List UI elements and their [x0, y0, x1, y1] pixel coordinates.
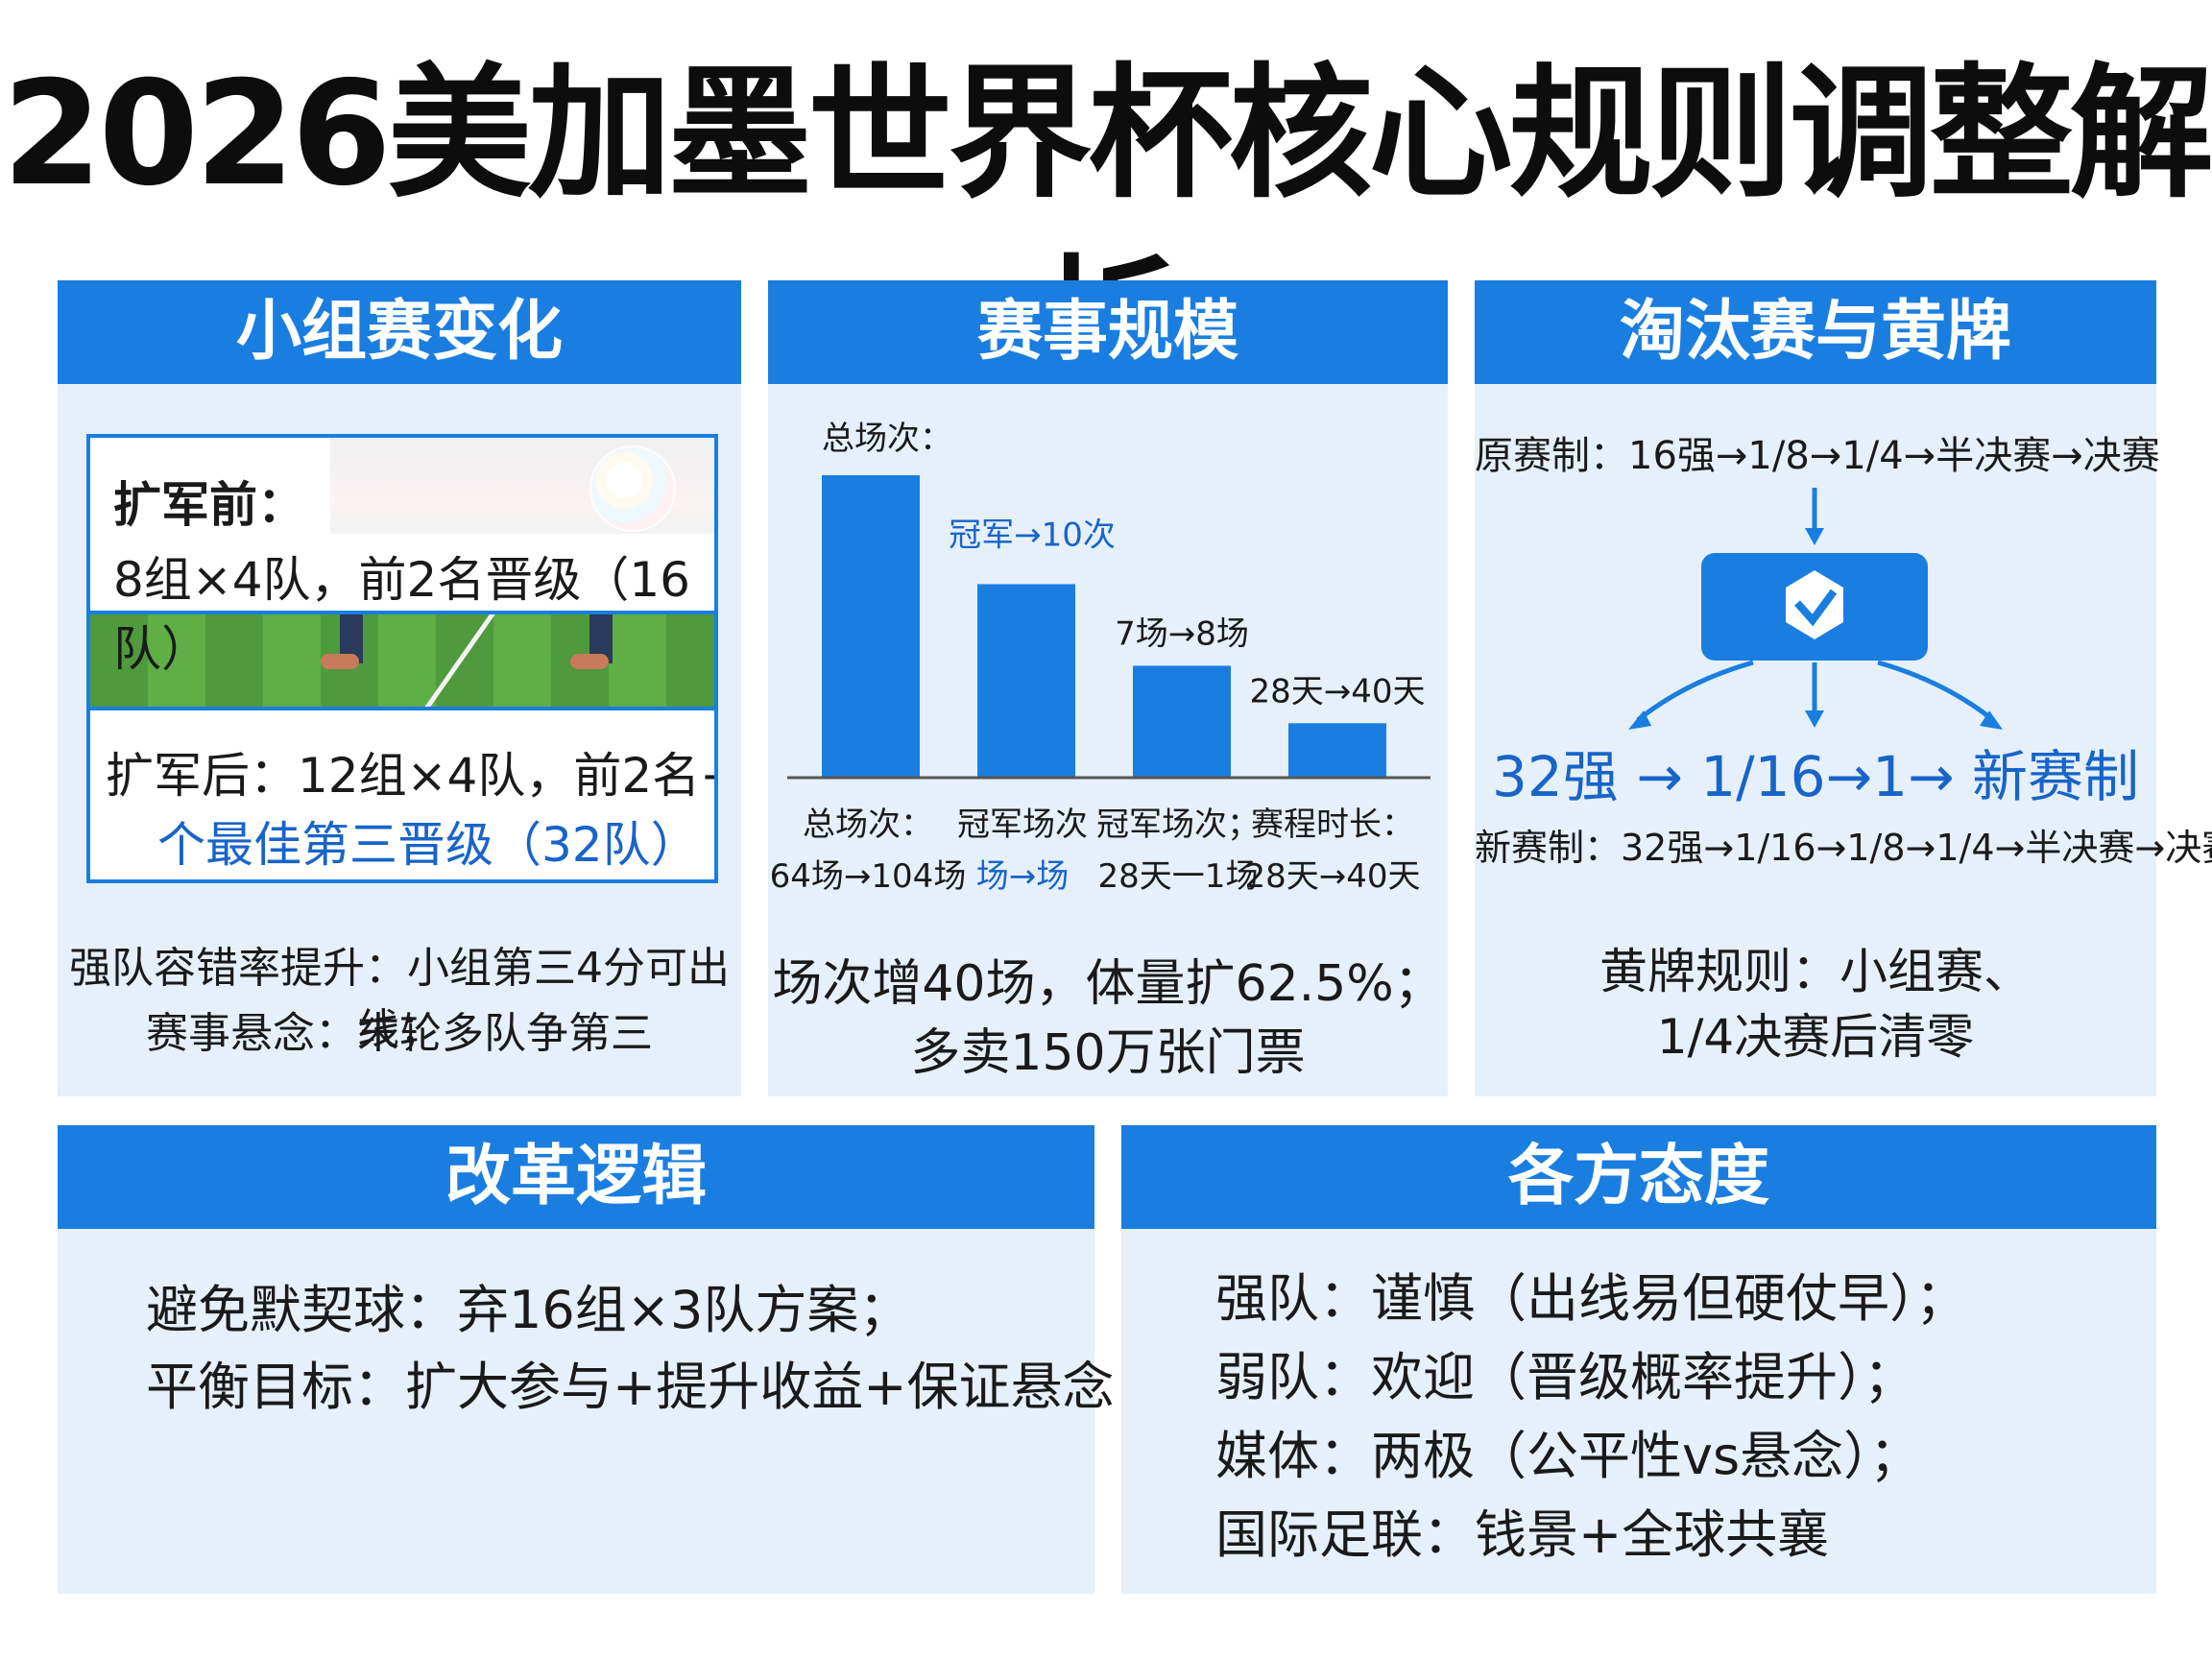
group-note-line1: 强队容错率提升：小组第三4分可出线；: [69, 944, 730, 1054]
cube-check-icon: [1786, 570, 1843, 639]
new-format-highlight: 32强 → 1/16→1→ 新赛制: [1491, 744, 2140, 809]
after-text-line2: 个最佳第三晋级（32队）: [157, 806, 699, 876]
bar-label-3: 7场→8场: [1115, 614, 1249, 653]
arrow-mid-head: [1805, 710, 1824, 728]
x-label-top-4: 赛程时长：: [1251, 805, 1414, 844]
knockout-flow-diagram: [1628, 488, 2003, 730]
knockout-panel: 淘汰赛与黄牌 原赛制：16强→1/8→1/4→半决赛→决赛 32强 → 1/16…: [1475, 280, 2212, 1096]
arrow-right-line: [1877, 660, 1995, 722]
bar-label-4: 28天→40天: [1249, 672, 1425, 710]
group-stage-panel: 小组赛变化 扩军前： 8组×4队，前2名晋级（16队） 扩军后：12组×4队，前…: [58, 280, 741, 1096]
group-note-line2: 赛事悬念：末轮多队争第三: [146, 1009, 653, 1058]
arrow-left-head: [1628, 710, 1651, 730]
x-label-top-3: 冠军场次；: [1096, 805, 1260, 844]
old-format-text: 原赛制：16强→1/8→1/4→半决赛→决赛: [1475, 434, 2160, 478]
after-text-line1: 扩军后：12组×4队，前2名+8: [106, 748, 718, 804]
group-stage-heading: 小组赛变化: [58, 280, 741, 384]
x-label-bottom-4: 28天→40天: [1244, 857, 1420, 896]
attitude-item-4: 国际足联：钱景+全球共襄: [1215, 1504, 1830, 1565]
scale-panel: 赛事规模 总场次： 冠军→10次 7场→8场 28天→40天 总场次： 64场→104场冠…: [768, 280, 1448, 1096]
arrow-right-head: [1980, 710, 2003, 730]
scale-heading: 赛事规模: [768, 280, 1448, 384]
before-text: 8组×4队，前2名晋级（16队）: [113, 552, 690, 677]
x-label-top-2: 冠军场次: [957, 805, 1088, 844]
knockout-heading: 淘汰赛与黄牌: [1475, 280, 2156, 384]
bar-2: [977, 584, 1075, 778]
attitudes-heading: 各方态度: [1121, 1125, 2156, 1229]
stadium-photo: 扩军前： 8组×4队，前2名晋级（16队） 扩军后：12组×4队，前2名+8 个…: [86, 434, 718, 883]
bar-1: [822, 475, 920, 778]
arrow-left-line: [1636, 660, 1754, 722]
scale-bar-chart: 总场次：冠军→10次7场→8场28天→40天总场次：64场→104场冠军场次场→…: [770, 420, 1431, 896]
bar-4: [1288, 723, 1386, 778]
x-label-top-1: 总场次：: [803, 805, 933, 844]
page-title: 2026美加墨世界杯核心规则调整解析: [2, 51, 2212, 410]
card-rule-line2: 1/4决赛后清零: [1656, 1009, 1975, 1065]
x-label-bottom-3: 28天一1场: [1098, 857, 1259, 896]
x-label-bottom-2: 场→场: [976, 857, 1070, 896]
attitude-item-2: 弱队：欢迎（晋级概率提升）；: [1215, 1347, 1915, 1407]
reform-logic-heading: 改革逻辑: [58, 1125, 1094, 1229]
card-rule-line1: 黄牌规则：小组赛、: [1599, 944, 2032, 999]
before-label: 扩军前：: [113, 477, 305, 533]
reform-logic-panel: 改革逻辑 避免默契球：弃16组×3队方案； 平衡目标：扩大参与+提升收益+保证悬…: [58, 1125, 1115, 1594]
before-expansion-box: 扩军前： 8组×4队，前2名晋级（16队）: [90, 438, 714, 677]
player-shoe-image: [570, 654, 609, 669]
bar-label-2: 冠军→10次: [949, 516, 1116, 554]
player-shoe-image: [321, 654, 359, 669]
after-text-line2-value: 个最佳第三晋级（32队）: [157, 817, 699, 873]
attitudes-panel: 各方态度 强队：谨慎（出线易但硬仗早）； 弱队：欢迎（晋级概率提升）； 媒体：两…: [1121, 1125, 2156, 1594]
scale-summary-line1: 场次增40场，体量扩62.5%；: [772, 955, 1444, 1013]
chart-title: 总场次：: [822, 420, 952, 458]
after-expansion-box: 扩军后：12组×4队，前2名+8 个最佳第三晋级（32队）: [90, 707, 714, 879]
new-format-text: 新赛制：32强→1/16→1/8→1/4→半决赛→决赛: [1475, 827, 2212, 869]
attitude-item-3: 媒体：两极（公平性vs悬念）；: [1215, 1426, 1922, 1486]
x-label-bottom-1: 64场→104场: [770, 857, 967, 896]
scale-summary-line2: 多卖150万张门票: [910, 1024, 1306, 1082]
bar-3: [1133, 665, 1231, 778]
logic-item-2: 平衡目标：扩大参与+提升收益+保证悬念: [146, 1357, 1115, 1417]
arrow-down-head: [1805, 528, 1824, 545]
logic-item-1: 避免默契球：弃16组×3队方案；: [146, 1280, 911, 1340]
attitude-item-1: 强队：谨慎（出线易但硬仗早）；: [1215, 1268, 1967, 1329]
